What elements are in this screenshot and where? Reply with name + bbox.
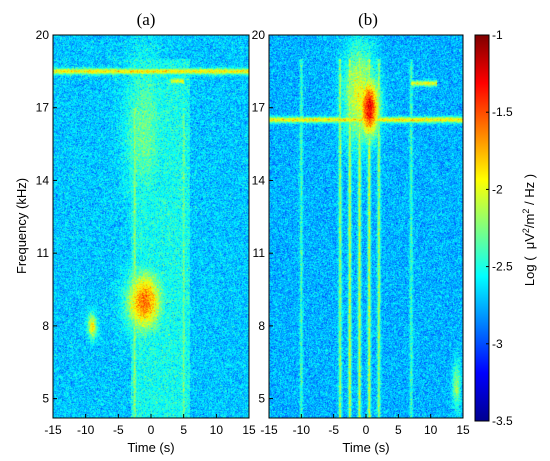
colorbar-tick-label: -3.5 xyxy=(492,414,513,428)
panel-a-xtick-label: 5 xyxy=(180,423,187,437)
panel-a-xtick-label: -15 xyxy=(44,423,62,437)
panel-a-xtick-label: 0 xyxy=(148,423,155,437)
panel-a: (a) -15 -10 -5 0 5 10 15 5 8 11 14 17 20 Time (s) Fr… xyxy=(14,10,256,455)
colorbar-label-pre: Log ( μV xyxy=(522,233,537,286)
colorbar-label-mid: /m xyxy=(522,214,537,228)
panel-b-xtick-label: -5 xyxy=(328,423,339,437)
panel-a-ytick-label: 17 xyxy=(36,101,50,115)
panel-a-xtick-label: -5 xyxy=(113,423,124,437)
panel-a-xtick-label: 15 xyxy=(242,423,256,437)
panel-b-xtick-label: -10 xyxy=(293,423,311,437)
panel-b-ytick-label: 11 xyxy=(253,246,266,260)
panel-a-xtick-label: 10 xyxy=(210,423,224,437)
panel-a-ylabel: Frequency (kHz) xyxy=(14,178,29,274)
colorbar: -1-1.5-2-2.5-3-3.5 Log ( μV2/m2 / Hz ) xyxy=(474,28,537,428)
panel-b-ytick-label: 20 xyxy=(252,28,266,42)
colorbar-label-sup1: 2 xyxy=(521,228,531,233)
colorbar-tick-label: -2.5 xyxy=(492,260,513,274)
panel-a-ytick-label: 5 xyxy=(42,392,49,406)
panel-a-ytick-label: 20 xyxy=(36,28,50,42)
panel-b: (b) -15 -10 -5 0 5 10 15 5 8 11 14 17 20 Time (s) xyxy=(252,10,470,455)
panel-a-ytick-label: 14 xyxy=(36,173,50,187)
panel-b-ytick-label: 5 xyxy=(258,392,265,406)
panel-b-xtick-label: 0 xyxy=(363,423,370,437)
panel-a-xtick-label: -10 xyxy=(77,423,95,437)
panel-a-ytick-label: 11 xyxy=(37,246,50,260)
panel-a-spectrogram xyxy=(53,35,249,418)
panel-b-ytick-label: 14 xyxy=(252,173,266,187)
panel-a-ytick-label: 8 xyxy=(42,319,49,333)
colorbar-tick-label: -1 xyxy=(492,28,503,42)
colorbar-tick-label: -3 xyxy=(492,337,503,351)
panel-b-xtick-label: -15 xyxy=(260,423,278,437)
panel-a-ticks: -15 -10 -5 0 5 10 15 5 8 11 14 17 20 xyxy=(36,28,256,437)
panel-b-spectrogram xyxy=(269,35,463,418)
panel-b-xtick-label: 5 xyxy=(395,423,402,437)
panel-b-ytick-label: 8 xyxy=(258,319,265,333)
colorbar-label: Log ( μV2/m2 / Hz ) xyxy=(521,174,537,286)
panel-b-ticks: -15 -10 -5 0 5 10 15 5 8 11 14 17 20 xyxy=(252,28,470,437)
colorbar-tick-label: -2 xyxy=(492,182,503,196)
panel-b-ytick-label: 17 xyxy=(252,101,266,115)
colorbar-gradient xyxy=(474,34,490,422)
panel-a-title: (a) xyxy=(137,10,156,29)
colorbar-label-post: / Hz ) xyxy=(522,174,537,209)
panel-a-xlabel: Time (s) xyxy=(127,440,174,455)
colorbar-label-sup2: 2 xyxy=(521,209,531,214)
panel-b-title: (b) xyxy=(358,10,378,29)
colorbar-tick-label: -1.5 xyxy=(492,105,513,119)
panel-b-xtick-label: 10 xyxy=(424,423,438,437)
panel-b-xtick-label: 15 xyxy=(456,423,470,437)
panel-b-xlabel: Time (s) xyxy=(342,440,389,455)
colorbar-ticks: -1 -1.5 -2 -2.5 -3 -3.5 xyxy=(486,28,513,428)
